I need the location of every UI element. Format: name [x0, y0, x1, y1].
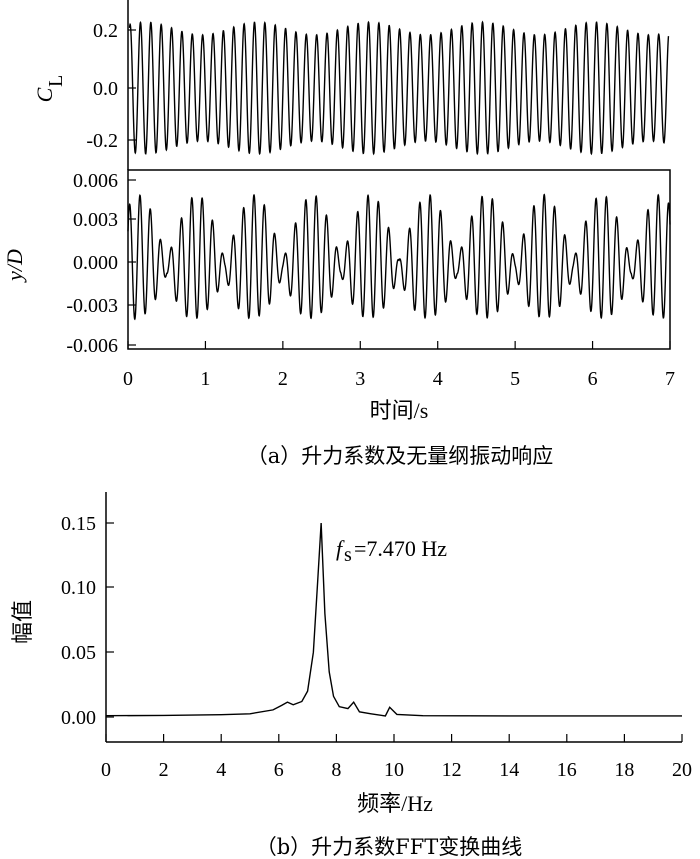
yd-x-tick-labels: 0 1 2 3 4 5 6 7: [123, 368, 675, 390]
yd-ytick-label: 0.000: [73, 252, 118, 274]
cl-ylabel: C L: [32, 75, 67, 103]
cl-ytick-label: 0.0: [93, 78, 118, 100]
peak-annotation: f s =7.470 Hz: [336, 536, 447, 566]
fft-ytick-label: 0.05: [61, 642, 96, 664]
peak-annotation-symbol: f: [336, 536, 345, 561]
fft-xtick-label: 6: [274, 759, 284, 781]
fft-ylabel: 幅值: [10, 600, 35, 644]
caption-b: （b）升力系数FFT变换曲线: [256, 835, 523, 859]
fft-xtick-label: 0: [101, 759, 111, 781]
fft-ytick-label: 0.15: [61, 513, 96, 535]
yd-xtick-label: 7: [665, 368, 675, 390]
displacement-panel: 0.006 0.003 0.000 -0.003 -0.006 y/D 0 1 2 3…: [2, 169, 675, 423]
fft-series-line: [105, 523, 682, 717]
fft-x-ticks: [105, 734, 683, 742]
fft-panel: 0.15 0.10 0.05 0.00 幅值 0 2 4 6 8 10 12 14 16 18 20…: [10, 492, 692, 816]
fft-xtick-label: 16: [557, 759, 577, 781]
cl-ylabel-sub: L: [45, 75, 67, 87]
cl-ylabel-main: C: [32, 87, 57, 102]
yd-xtick-label: 2: [278, 368, 288, 390]
yd-frame: [127, 169, 671, 350]
yd-xtick-label: 3: [355, 368, 365, 390]
fft-ytick-label: 0.00: [61, 707, 96, 729]
fft-xtick-label: 8: [331, 759, 341, 781]
cl-ytick-label: -0.2: [86, 130, 118, 152]
yd-ytick-label: -0.006: [66, 335, 118, 357]
yd-xtick-label: 0: [123, 368, 133, 390]
fft-xtick-label: 12: [442, 759, 462, 781]
yd-series-line: [127, 193, 671, 321]
fft-xtick-label: 2: [159, 759, 169, 781]
yd-ytick-label: -0.003: [66, 295, 118, 317]
fft-xtick-label: 14: [499, 759, 519, 781]
yd-xtick-label: 5: [510, 368, 520, 390]
yd-ylabel: y/D: [2, 249, 27, 283]
peak-annotation-subscript: s: [344, 544, 352, 566]
yd-xtick-label: 1: [200, 368, 210, 390]
yd-xtick-label: 4: [433, 368, 443, 390]
yd-xlabel: 时间/s: [370, 398, 429, 423]
yd-xtick-label: 6: [588, 368, 598, 390]
fft-xlabel: 频率/Hz: [357, 791, 433, 816]
lift-coefficient-panel: 0.2 0.0 -0.2 C L: [32, 0, 670, 170]
fft-y-ticks: [106, 522, 114, 718]
fft-x-tick-labels: 0 2 4 6 8 10 12 14 16 18 20: [101, 759, 692, 781]
caption-a: （a）升力系数及无量纲振动响应: [247, 444, 554, 468]
fft-xtick-label: 10: [384, 759, 404, 781]
cl-ytick-label: 0.2: [93, 20, 118, 42]
yd-y-ticks: [128, 179, 136, 346]
cl-series-line: [128, 20, 670, 156]
fft-xtick-label: 20: [672, 759, 692, 781]
fft-xtick-label: 4: [216, 759, 226, 781]
yd-ytick-label: 0.006: [73, 170, 118, 192]
yd-ytick-label: 0.003: [73, 209, 118, 231]
fft-xtick-label: 18: [614, 759, 634, 781]
fft-ytick-label: 0.10: [61, 577, 96, 599]
peak-annotation-text: =7.470 Hz: [354, 536, 447, 561]
yd-x-ticks: [127, 341, 671, 349]
